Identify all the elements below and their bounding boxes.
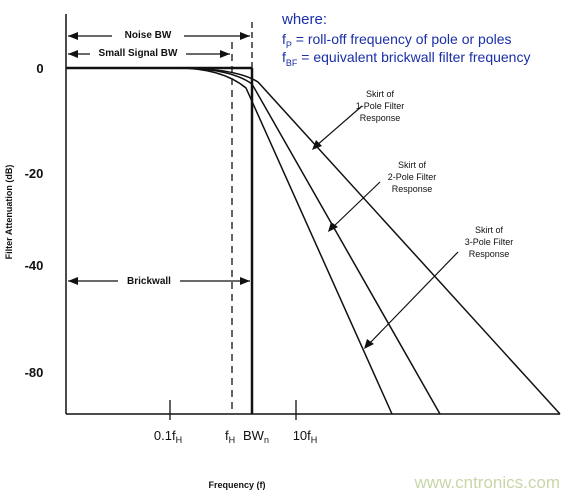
legend: where: fP = roll-off frequency of pole o…: [281, 11, 530, 68]
curve-1-pole: [175, 67, 561, 415]
skirt-1-pointer-head: [312, 140, 322, 150]
skirt-3-label: Skirt of 3-Pole Filter Response: [465, 225, 514, 259]
skirt-3-pointer: [367, 251, 459, 346]
x-tick-fh: fH: [225, 428, 235, 445]
x-axis-title: Frequency (f): [208, 480, 265, 490]
watermark: www.cntronics.com: [414, 473, 560, 492]
small-signal-bw-label: Small Signal BW: [99, 48, 178, 59]
x-tick-01fh: 0.1fH: [154, 428, 182, 445]
y-tick-20: -20: [25, 166, 44, 181]
svg-text:Response: Response: [469, 249, 510, 259]
small-signal-bw-arrow-left: [68, 50, 78, 58]
skirt-3-pointer-head: [364, 339, 374, 349]
legend-fbf-line: fBF = equivalent brickwall filter freque…: [282, 49, 530, 68]
brickwall-arrow-right: [240, 277, 250, 285]
noise-bw-arrow-right: [240, 32, 250, 40]
svg-text:2-Pole Filter: 2-Pole Filter: [388, 172, 437, 182]
y-tick-0: 0: [36, 61, 43, 76]
legend-fp-line: fP = roll-off frequency of pole or poles: [282, 31, 512, 50]
y-axis-title: Filter Attenuation (dB): [4, 165, 14, 260]
svg-text:Skirt of: Skirt of: [475, 225, 504, 235]
brickwall-label: Brickwall: [127, 276, 171, 287]
svg-text:Skirt of: Skirt of: [398, 160, 427, 170]
small-signal-bw-arrow-right: [220, 50, 230, 58]
svg-text:1-Pole Filter: 1-Pole Filter: [356, 101, 405, 111]
x-tick-bwn: BWn: [243, 428, 269, 445]
x-tick-10fh: 10fH: [293, 428, 318, 445]
noise-bw-label: Noise BW: [125, 30, 172, 41]
svg-text:Response: Response: [392, 184, 433, 194]
svg-text:3-Pole Filter: 3-Pole Filter: [465, 237, 514, 247]
skirt-1-pointer: [315, 105, 363, 147]
svg-text:Skirt of: Skirt of: [366, 89, 395, 99]
svg-text:Response: Response: [360, 113, 401, 123]
brickwall-arrow-left: [68, 277, 78, 285]
skirt-2-pointer: [331, 181, 381, 229]
curve-2-pole: [175, 67, 441, 415]
y-tick-40: -40: [25, 258, 44, 273]
skirt-1-label: Skirt of 1-Pole Filter Response: [356, 89, 405, 123]
skirt-2-label: Skirt of 2-Pole Filter Response: [388, 160, 437, 194]
legend-where: where:: [281, 11, 327, 28]
skirt-2-pointer-head: [328, 222, 338, 232]
noise-bw-arrow-left: [68, 32, 78, 40]
y-tick-80: -80: [25, 365, 44, 380]
